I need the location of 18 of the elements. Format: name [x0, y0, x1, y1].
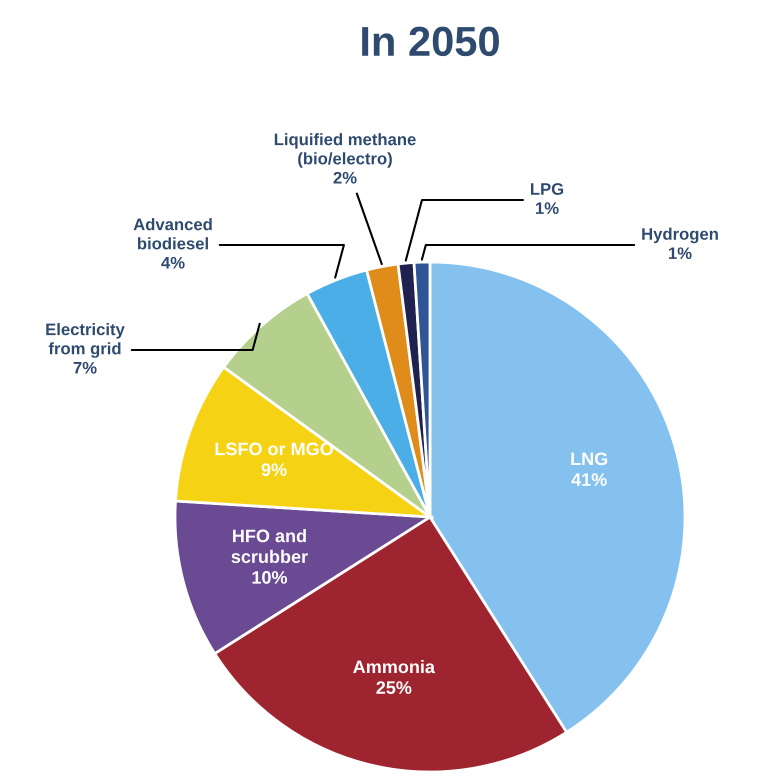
slice-label: Electricity from grid [46, 323, 125, 358]
slice-label: Hydrogen [642, 228, 718, 244]
data-label: 4% [161, 256, 185, 269]
chart-title: In 2050 [362, 26, 499, 56]
data-label: 25% [376, 681, 412, 694]
data-label: 2% [334, 172, 357, 184]
slice-label: Advanced biodiesel [134, 218, 212, 250]
slice-label: LPG [530, 183, 564, 195]
data-label: 41% [571, 473, 607, 486]
data-label: 1% [669, 247, 692, 260]
data-label: 10% [252, 571, 288, 584]
data-label: 9% [262, 463, 287, 476]
slice-label: Liquified methane (bio/electro) [274, 133, 416, 168]
data-label: 1% [536, 202, 559, 214]
slice-label: LNG [571, 452, 608, 466]
data-label: 7% [74, 362, 97, 374]
slice-label: HFO and scrubber [231, 529, 308, 564]
slice-label: Ammonia [353, 660, 436, 674]
